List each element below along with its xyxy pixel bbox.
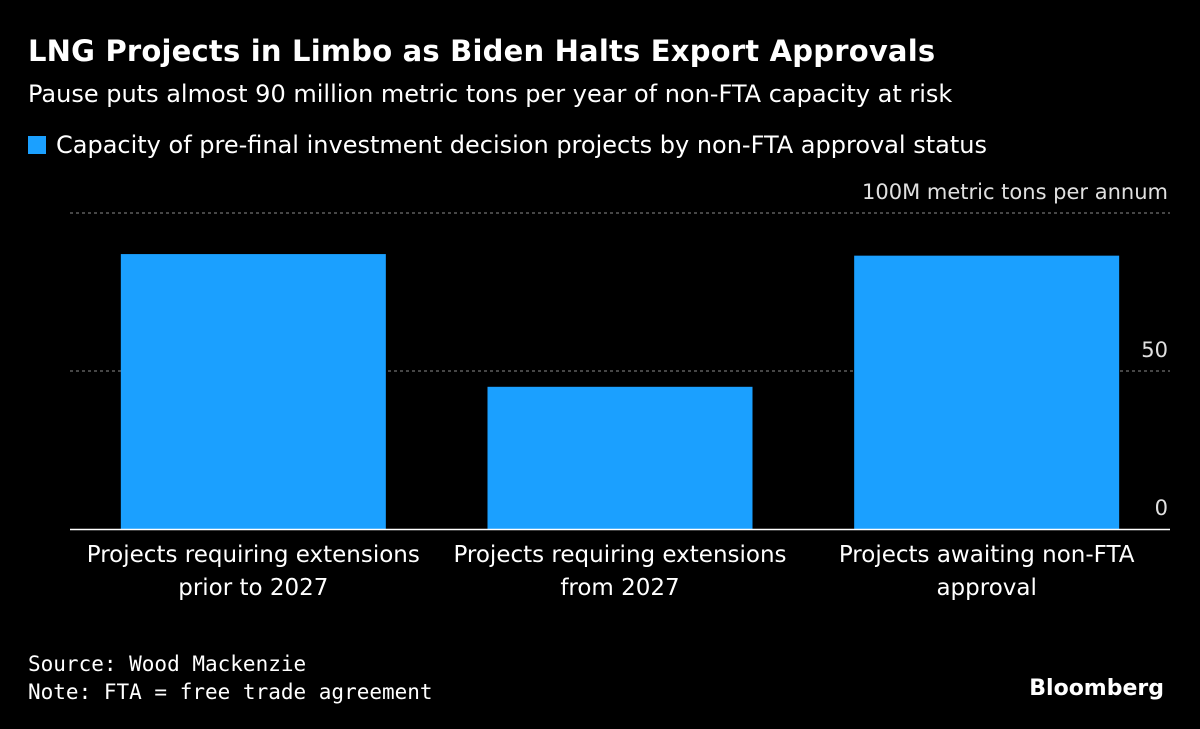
bar [120, 254, 386, 529]
legend: Capacity of pre-final investment decisio… [28, 131, 987, 159]
x-tick-label: prior to 2027 [178, 575, 328, 601]
y-tick-label: 0 [1155, 496, 1168, 520]
legend-label: Capacity of pre-final investment decisio… [56, 131, 987, 159]
x-tick-label: Projects requiring extensions [87, 542, 420, 568]
bar [854, 255, 1120, 529]
y-tick-label: 50 [1141, 338, 1168, 362]
bloomberg-logo: Bloomberg [1029, 676, 1164, 701]
source-note: Source: Wood Mackenzie [28, 652, 307, 676]
chart-title: LNG Projects in Limbo as Biden Halts Exp… [28, 34, 936, 68]
chart-subtitle: Pause puts almost 90 million metric tons… [28, 80, 953, 108]
x-tick-label: Projects requiring extensions [453, 542, 786, 568]
footnote: Note: FTA = free trade agreement [28, 680, 433, 704]
y-tick-label: 100M metric tons per annum [862, 180, 1168, 204]
bars-layer [120, 254, 1120, 529]
x-tick-label: from 2027 [560, 575, 679, 601]
x-tick-label: approval [936, 575, 1036, 601]
bar [487, 386, 753, 529]
axis-layer: 100M metric tons per annum 50 0 Projects re… [70, 180, 1170, 601]
legend-swatch [28, 136, 46, 154]
x-tick-label: Projects awaiting non-FTA [839, 542, 1135, 568]
